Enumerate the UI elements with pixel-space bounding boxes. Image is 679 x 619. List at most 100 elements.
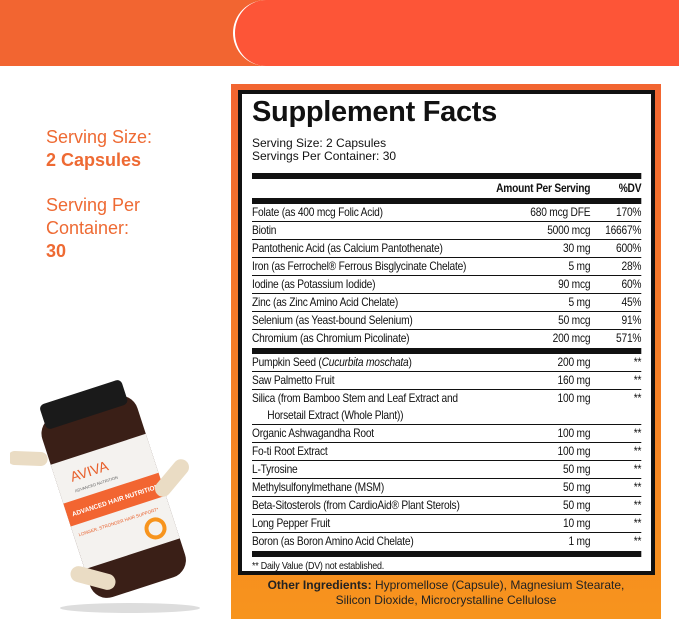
ingredient-name: Fo-ti Root Extract — [252, 444, 328, 458]
ingredient-name: Biotin — [252, 223, 277, 237]
ingredient-name: Folate (as 400 mcg Folic Acid) — [252, 205, 383, 219]
ingredient-name: Iodine (as Potassium Iodide) — [252, 277, 376, 291]
ingredient-dv: ** — [633, 355, 642, 369]
header-amount: Amount Per Serving — [496, 181, 591, 195]
table-row: Pumpkin Seed (Cucurbita moschata) 200 mg *… — [252, 354, 642, 372]
table-row: Chromium (as Chromium Picolinate) 200 mcg… — [252, 330, 642, 348]
ingredient-dv: 170% — [616, 205, 642, 219]
facts-table: Amount Per Serving %DV Folate (as 400 mc… — [252, 173, 642, 572]
ingredient-name: Zinc (as Zinc Amino Acid Chelate) — [252, 295, 399, 309]
banner-pill — [233, 0, 679, 66]
ingredient-amount: 50 mg — [563, 480, 591, 494]
ingredient-amount: 5 mg — [568, 295, 591, 309]
ingredient-amount: 200 mcg — [552, 331, 591, 345]
ingredient-dv: ** — [633, 534, 642, 548]
ingredient-amount: 100 mg — [557, 426, 591, 440]
divider — [252, 198, 642, 204]
table-row: Fo-ti Root Extract 100 mg ** — [252, 443, 642, 461]
ingredient-dv: ** — [633, 516, 642, 530]
ingredient-dv: 16667% — [605, 223, 642, 237]
ingredient-amount: 30 mg — [563, 241, 591, 255]
serving-size-label: Serving Size: — [46, 127, 153, 147]
ingredient-amount: 50 mcg — [558, 313, 591, 327]
facts-servings-per-container: Servings Per Container: 30 — [252, 149, 397, 163]
ingredient-name: Pantothenic Acid (as Calcium Pantothenat… — [252, 241, 443, 255]
ingredient-name: Pumpkin Seed ( — [252, 355, 322, 369]
top-banner — [0, 0, 679, 66]
ingredient-amount: 200 mg — [557, 355, 591, 369]
table-row: Beta-Sitosterols (from CardioAid® Plant … — [252, 497, 642, 515]
serving-info: Serving Size: 2 Capsules Serving Per Con… — [46, 126, 152, 263]
table-row: Biotin 5000 mcg 16667% — [252, 222, 642, 240]
table-row: Folate (as 400 mcg Folic Acid) 680 mcg DF… — [252, 204, 642, 222]
ingredient-amount: 90 mcg — [558, 277, 591, 291]
ingredient-amount: 10 mg — [563, 516, 591, 530]
table-row: Pantothenic Acid (as Calcium Pantothenat… — [252, 240, 642, 258]
table-row: Saw Palmetto Fruit 160 mg ** — [252, 372, 642, 390]
supplement-facts-panel: Supplement Facts Serving Size: 2 Capsule… — [231, 84, 661, 619]
ingredient-dv: 91% — [621, 313, 642, 327]
ingredient-dv: 60% — [621, 277, 642, 291]
header-dv: %DV — [618, 181, 642, 195]
ingredient-dv: ** — [633, 373, 642, 387]
table-row: L-Tyrosine 50 mg ** — [252, 461, 642, 479]
ingredient-name: Boron (as Boron Amino Acid Chelate) — [252, 534, 414, 548]
ingredient-name-end: ) — [408, 355, 412, 369]
table-header: Amount Per Serving %DV — [252, 179, 641, 198]
supplement-facts-label: Supplement Facts Serving Size: 2 Capsule… — [238, 90, 655, 575]
ingredient-dv: ** — [633, 462, 642, 476]
ingredient-dv: 600% — [616, 241, 642, 255]
ingredient-amount: 1 mg — [568, 534, 591, 548]
ingredient-dv: 45% — [621, 295, 642, 309]
ingredient-name: Silica (from Bamboo Stem and Leaf Extrac… — [252, 391, 458, 405]
ingredient-amount: 50 mg — [563, 462, 591, 476]
ingredient-amount: 160 mg — [557, 373, 591, 387]
table-row: Long Pepper Fruit 10 mg ** — [252, 515, 642, 533]
serving-size-value: 2 Capsules — [46, 150, 142, 170]
ingredient-dv: ** — [633, 426, 642, 440]
servings-label: Serving Per — [46, 195, 141, 215]
facts-title: Supplement Facts — [252, 96, 497, 128]
ingredient-name: L-Tyrosine — [252, 462, 298, 476]
ingredient-name: Beta-Sitosterols (from CardioAid® Plant … — [252, 498, 460, 512]
table-row: Boron (as Boron Amino Acid Chelate) 1 mg *… — [252, 533, 642, 551]
ingredient-dv: ** — [633, 444, 642, 458]
ingredient-dv: 571% — [616, 331, 642, 345]
facts-serving-size: Serving Size: 2 Capsules — [252, 136, 387, 150]
ingredient-name: Iron (as Ferrochel® Ferrous Bisglycinate… — [252, 259, 467, 273]
table-row: Silica (from Bamboo Stem and Leaf Extrac… — [252, 390, 642, 425]
table-row: Zinc (as Zinc Amino Acid Chelate) 5 mg 45% — [252, 294, 642, 312]
product-bottle-image: AVIVA ADVANCED NUTRITION ADVANCED HAIR N… — [10, 380, 200, 613]
divider — [252, 173, 642, 179]
ingredient-name: Methylsulfonylmethane (MSM) — [252, 480, 385, 494]
other-ingredients-text-2: Silicon Dioxide, Microcrystalline Cellul… — [335, 593, 557, 607]
other-ingredients-text: Hypromellose (Capsule), Magnesium Steara… — [371, 578, 625, 592]
facts-serving-info: Serving Size: 2 Capsules Servings Per Co… — [252, 137, 396, 163]
ingredient-latin-name: Cucurbita moschata — [321, 355, 409, 369]
ingredient-amount: 680 mcg DFE — [530, 205, 591, 219]
servings-value: 30 — [46, 241, 67, 261]
ingredient-name: Long Pepper Fruit — [252, 516, 331, 530]
other-ingredients-label: Other Ingredients: — [267, 578, 372, 592]
table-row: Selenium (as Yeast-bound Selenium) 50 mcg… — [252, 312, 642, 330]
divider — [252, 348, 642, 354]
ingredient-dv: ** — [633, 480, 642, 494]
table-row: Methylsulfonylmethane (MSM) 50 mg ** — [252, 479, 642, 497]
ingredient-dv: 28% — [621, 259, 642, 273]
ingredient-name: Organic Ashwagandha Root — [252, 426, 374, 440]
ingredient-amount: 100 mg — [557, 444, 591, 458]
ingredient-dv: ** — [633, 391, 642, 405]
ingredient-name: Chromium (as Chromium Picolinate) — [252, 331, 410, 345]
ingredient-dv: ** — [633, 498, 642, 512]
other-ingredients: Other Ingredients: Hypromellose (Capsule… — [231, 578, 661, 608]
table-row: Iodine (as Potassium Iodide) 90 mcg 60% — [252, 276, 642, 294]
ingredient-name: Saw Palmetto Fruit — [252, 373, 335, 387]
servings-label-2: Container: — [46, 218, 130, 238]
table-row: Iron (as Ferrochel® Ferrous Bisglycinate… — [252, 258, 642, 276]
ingredient-amount: 100 mg — [557, 391, 591, 405]
divider — [252, 551, 642, 557]
footnote: ** Daily Value (DV) not established. — [252, 560, 385, 572]
ingredient-name-line2: Horsetail Extract (Whole Plant)) — [267, 408, 404, 422]
ingredient-amount: 5000 mcg — [547, 223, 591, 237]
ingredient-amount: 50 mg — [563, 498, 591, 512]
